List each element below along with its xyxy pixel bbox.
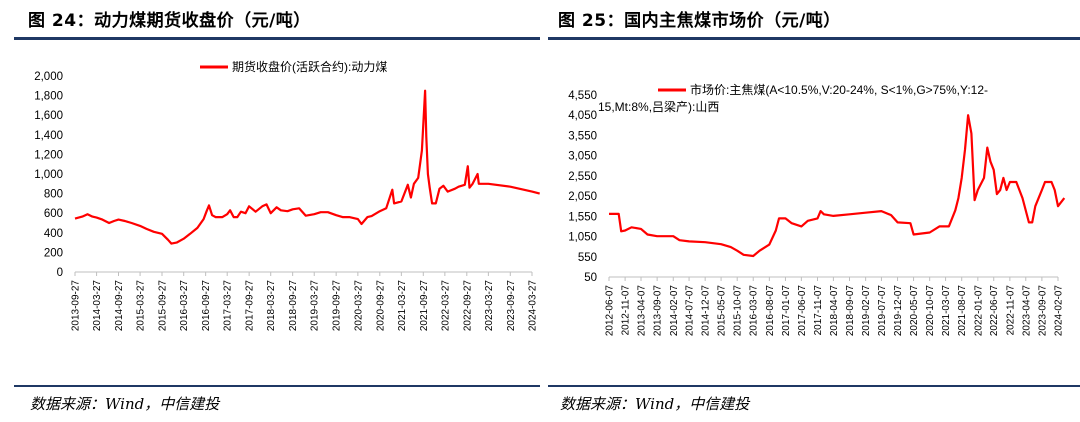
figure-title: 图 25：国内主焦煤市场价（元/吨）	[558, 11, 841, 31]
series-line	[74, 89, 540, 245]
x-tick-label: 2019-09-27	[332, 280, 343, 332]
x-tick-label: 2022-06-07	[989, 285, 1000, 337]
figure-title: 图 24：动力煤期货收盘价（元/吨）	[28, 11, 311, 31]
y-tick-label: 3,550	[568, 130, 597, 142]
thermal-coal-futures-chart: 0 200 400 600 800 1,000 1,200 1,400 1,600 1,800 2,…	[34, 59, 540, 332]
x-tick-label: 2023-09-27	[506, 280, 517, 332]
x-tick-label: 2016-03-07	[749, 285, 760, 337]
x-tick-label: 2023-04-07	[1021, 285, 1032, 337]
x-tick-label: 2016-03-27	[179, 280, 190, 332]
x-tick-label: 2018-04-07	[829, 285, 840, 337]
y-tick-label: 1,200	[34, 149, 63, 161]
coking-coal-price-chart: 50 550 1,050 1,550 2,050 2,550 3,050 3,550 4,050…	[568, 82, 1066, 337]
x-tick-label: 2018-09-07	[845, 285, 856, 337]
y-tick-label: 400	[44, 228, 63, 240]
x-tick-label: 2020-09-27	[375, 280, 386, 332]
x-tick-label: 2016-08-07	[765, 285, 776, 337]
x-tick-label: 2015-03-27	[136, 280, 147, 332]
y-tick-label: 2,050	[568, 191, 597, 203]
x-tick-label: 2020-05-07	[909, 285, 920, 337]
x-tick-label: 2017-06-07	[797, 285, 808, 337]
x-tick-label: 2021-03-27	[397, 280, 408, 332]
source-rule	[548, 385, 1080, 387]
x-tick-label: 2012-11-07	[621, 285, 632, 336]
legend-label: 市场价:主焦煤(A<10.5%,V:20-24%, S<1%,G>75%,Y:1…	[598, 82, 988, 114]
x-tick-label: 2016-09-27	[201, 280, 212, 332]
x-tick-label: 2017-11-07	[813, 285, 824, 336]
y-tick-label: 2,000	[34, 71, 63, 83]
x-tick-label: 2021-03-07	[941, 285, 952, 337]
figure-24-panel: 图 24：动力煤期货收盘价（元/吨） 0 200 400 600 800 1,000 1,2…	[14, 11, 540, 413]
source-note: 数据来源：Wind，中信建投	[30, 395, 220, 413]
x-tick-label: 2017-09-27	[245, 280, 256, 332]
x-tick-label: 2022-09-27	[462, 280, 473, 332]
x-tick-label: 2013-04-07	[637, 285, 648, 337]
x-tick-label: 2022-01-07	[973, 285, 984, 337]
y-tick-label: 1,800	[34, 91, 63, 103]
x-tick-label: 2017-01-07	[781, 285, 792, 337]
x-tick-label: 2015-09-27	[158, 280, 169, 332]
x-tick-label: 2020-03-27	[353, 280, 364, 332]
y-tick-label: 1,400	[34, 130, 63, 142]
figure-25-panel: 图 25：国内主焦煤市场价（元/吨） 50 550 1,050 1,550 2,050 2…	[548, 0, 1080, 422]
y-tick-label: 3,050	[568, 151, 597, 163]
x-tick-label: 2019-07-07	[877, 285, 888, 337]
x-tick-label: 2024-02-07	[1054, 285, 1065, 337]
legend-label: 期货收盘价(活跃合约):动力煤	[232, 59, 387, 74]
x-tick-label: 2013-09-27	[71, 280, 82, 332]
x-tick-label: 2017-03-27	[223, 280, 234, 332]
source-rule	[14, 385, 540, 387]
y-tick-label: 1,000	[34, 169, 63, 181]
y-tick-label: 1,600	[34, 110, 63, 122]
source-note: 数据来源：Wind，中信建投	[560, 395, 750, 413]
y-tick-label: 1,050	[568, 232, 597, 244]
y-tick-label: 0	[57, 267, 63, 279]
x-tick-label: 2021-08-07	[957, 285, 968, 337]
y-tick-label: 50	[584, 272, 597, 284]
x-tick-label: 2014-02-07	[669, 285, 680, 337]
x-tick-label: 2014-07-07	[685, 285, 696, 337]
x-tick-label: 2015-10-07	[733, 285, 744, 337]
x-tick-label: 2019-12-07	[893, 285, 904, 337]
x-tick-label: 2015-05-07	[717, 285, 728, 337]
x-tick-label: 2018-09-27	[288, 280, 299, 332]
x-tick-label: 2012-06-07	[605, 285, 616, 337]
title-rule	[14, 37, 540, 40]
x-tick-label: 2014-09-27	[114, 280, 125, 332]
x-tick-label: 2019-02-07	[861, 285, 872, 337]
y-tick-label: 4,550	[568, 90, 597, 102]
x-tick-label: 2023-03-27	[484, 280, 495, 332]
title-rule	[548, 37, 1080, 40]
y-tick-label: 200	[44, 247, 63, 259]
x-tick-label: 2023-09-07	[1037, 285, 1048, 337]
x-tick-label: 2021-09-27	[419, 280, 430, 332]
y-tick-label: 800	[44, 189, 63, 201]
x-tick-label: 2018-03-27	[266, 280, 277, 332]
x-tick-label: 2014-03-27	[92, 280, 103, 332]
y-tick-label: 1,550	[568, 211, 597, 223]
x-tick-label: 2020-10-07	[925, 285, 936, 337]
x-tick-label: 2019-03-27	[310, 280, 321, 332]
x-tick-label: 2024-03-27	[528, 280, 539, 332]
y-tick-label: 550	[578, 252, 597, 264]
y-tick-label: 600	[44, 208, 63, 220]
x-tick-label: 2014-12-07	[701, 285, 712, 337]
y-tick-label: 4,050	[568, 110, 597, 122]
x-tick-label: 2022-11-07	[1005, 285, 1016, 336]
y-tick-label: 2,550	[568, 171, 597, 183]
x-tick-label: 2022-03-27	[440, 280, 451, 332]
series-line	[609, 114, 1066, 258]
x-tick-label: 2013-09-07	[653, 285, 664, 337]
